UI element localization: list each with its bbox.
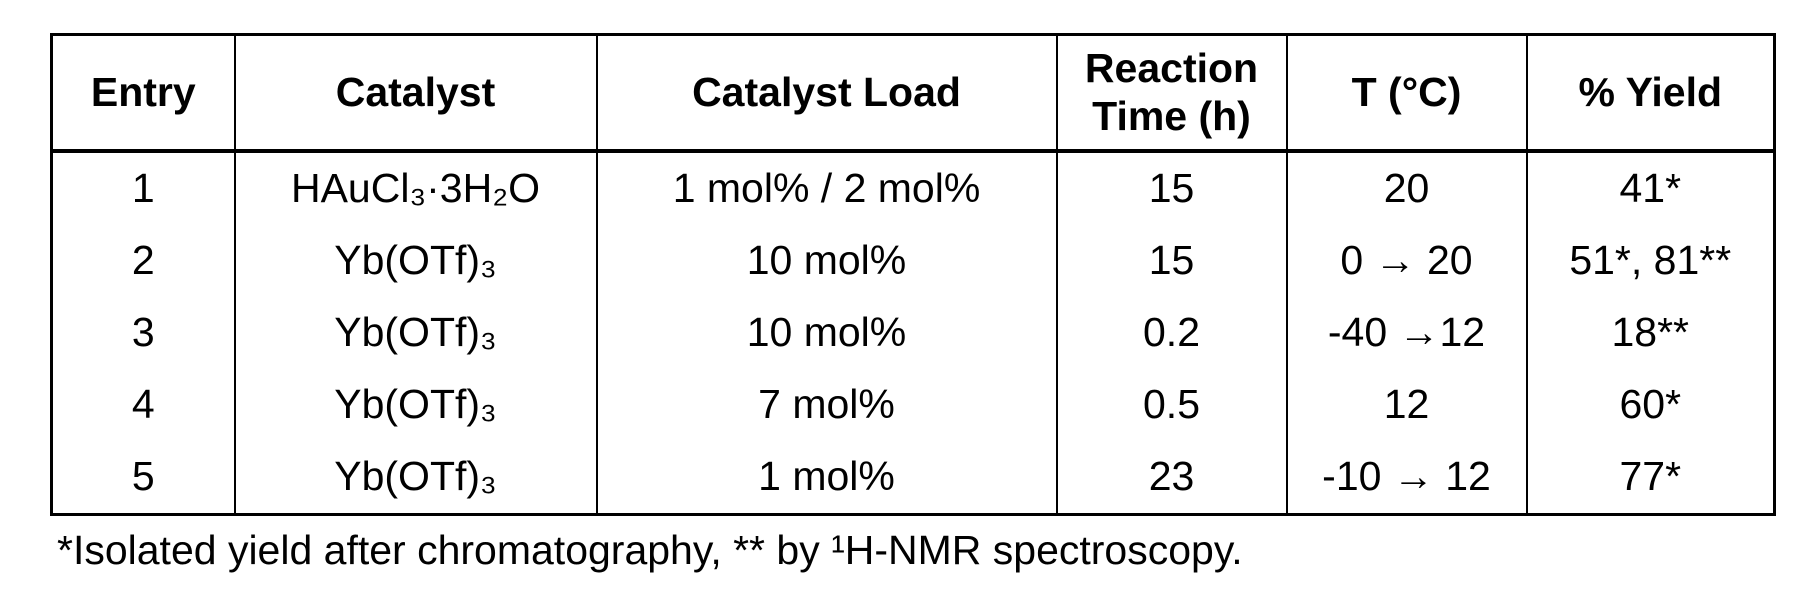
cell-catalyst: HAuCl₃·3H₂O bbox=[233, 151, 598, 225]
cell-temperature: -10 → 12 bbox=[1285, 441, 1528, 515]
cell-reaction-time: 0.2 bbox=[1055, 297, 1288, 369]
col-header-entry: Entry bbox=[50, 34, 236, 153]
cell-entry: 2 bbox=[50, 225, 236, 297]
cell-entry: 3 bbox=[50, 297, 236, 369]
table-row: 1 HAuCl₃·3H₂O 1 mol% / 2 mol% 15 20 41* bbox=[50, 151, 1776, 225]
cell-entry: 4 bbox=[50, 369, 236, 441]
cell-yield: 77* bbox=[1525, 441, 1776, 515]
table-footnote: *Isolated yield after chromatography, **… bbox=[57, 527, 1243, 573]
cell-yield: 51*, 81** bbox=[1525, 225, 1776, 297]
cell-catalyst-load: 7 mol% bbox=[595, 369, 1058, 441]
cell-temperature: 0 → 20 bbox=[1285, 225, 1528, 297]
cell-yield: 41* bbox=[1525, 151, 1776, 225]
col-header-catalyst-load: Catalyst Load bbox=[595, 34, 1058, 153]
table-row: 2 Yb(OTf)₃ 10 mol% 15 0 → 20 51*, 81** bbox=[50, 225, 1776, 297]
cell-catalyst-load: 1 mol% bbox=[595, 441, 1058, 515]
table-row: 4 Yb(OTf)₃ 7 mol% 0.5 12 60* bbox=[50, 369, 1776, 441]
cell-catalyst-load: 10 mol% bbox=[595, 225, 1058, 297]
col-header-yield: % Yield bbox=[1525, 34, 1776, 153]
header-row: Entry Catalyst Catalyst Load Reaction Ti… bbox=[50, 34, 1776, 153]
cell-yield: 60* bbox=[1525, 369, 1776, 441]
cell-reaction-time: 23 bbox=[1055, 441, 1288, 515]
reaction-conditions-table: Entry Catalyst Catalyst Load Reaction Ti… bbox=[50, 33, 1776, 516]
table-row: 3 Yb(OTf)₃ 10 mol% 0.2 -40 →12 18** bbox=[50, 297, 1776, 369]
cell-reaction-time: 0.5 bbox=[1055, 369, 1288, 441]
cell-catalyst: Yb(OTf)₃ bbox=[233, 297, 598, 369]
cell-catalyst: Yb(OTf)₃ bbox=[233, 225, 598, 297]
col-header-temperature: T (°C) bbox=[1285, 34, 1528, 153]
cell-catalyst-load: 10 mol% bbox=[595, 297, 1058, 369]
cell-temperature: 20 bbox=[1285, 151, 1528, 225]
cell-entry: 5 bbox=[50, 441, 236, 515]
cell-temperature: 12 bbox=[1285, 369, 1528, 441]
cell-entry: 1 bbox=[50, 151, 236, 225]
cell-catalyst: Yb(OTf)₃ bbox=[233, 441, 598, 515]
cell-temperature: -40 →12 bbox=[1285, 297, 1528, 369]
cell-yield: 18** bbox=[1525, 297, 1776, 369]
col-header-catalyst: Catalyst bbox=[233, 34, 598, 153]
cell-catalyst-load: 1 mol% / 2 mol% bbox=[595, 151, 1058, 225]
cell-reaction-time: 15 bbox=[1055, 151, 1288, 225]
cell-reaction-time: 15 bbox=[1055, 225, 1288, 297]
table-row: 5 Yb(OTf)₃ 1 mol% 23 -10 → 12 77* bbox=[50, 441, 1776, 515]
cell-catalyst: Yb(OTf)₃ bbox=[233, 369, 598, 441]
col-header-reaction-time: Reaction Time (h) bbox=[1055, 34, 1288, 153]
